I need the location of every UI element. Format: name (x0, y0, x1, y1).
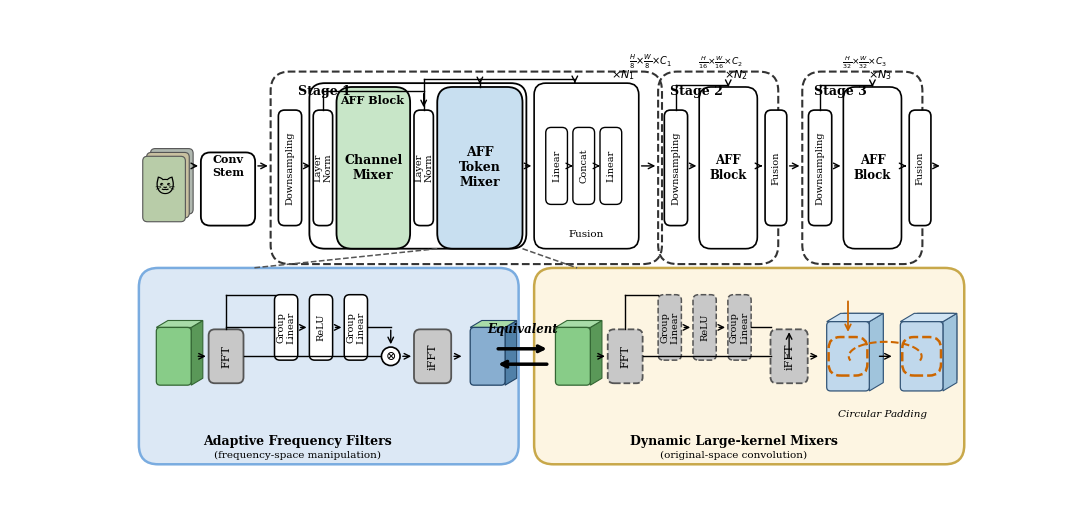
Text: Layer
Norm: Layer Norm (414, 154, 433, 182)
Text: $\frac{H}{16}{\times}\frac{W}{16}{\times}C_2$: $\frac{H}{16}{\times}\frac{W}{16}{\times… (698, 54, 743, 70)
Text: Equivalent: Equivalent (487, 323, 557, 336)
Text: iFFT: iFFT (784, 343, 794, 370)
FancyBboxPatch shape (915, 313, 957, 382)
Text: Group
Linear: Group Linear (347, 311, 365, 343)
Polygon shape (943, 313, 957, 391)
Text: $\frac{H}{32}{\times}\frac{W}{32}{\times}C_3$: $\frac{H}{32}{\times}\frac{W}{32}{\times… (841, 54, 887, 70)
Text: iFFT: iFFT (428, 343, 437, 370)
Polygon shape (157, 320, 203, 327)
Text: $\times N_2$: $\times N_2$ (724, 68, 748, 83)
Text: Stage 3: Stage 3 (814, 85, 866, 98)
Text: 🐱: 🐱 (154, 178, 175, 197)
FancyBboxPatch shape (843, 87, 902, 249)
Text: Downsampling: Downsampling (285, 131, 295, 205)
Text: Downsampling: Downsampling (672, 131, 680, 205)
FancyBboxPatch shape (809, 110, 832, 226)
Text: (original-space convolution): (original-space convolution) (660, 450, 807, 460)
Text: ReLU: ReLU (316, 313, 325, 341)
Text: FFT: FFT (221, 345, 231, 368)
Text: Downsampling: Downsampling (815, 131, 825, 205)
FancyBboxPatch shape (840, 313, 883, 382)
Polygon shape (470, 320, 516, 327)
FancyBboxPatch shape (143, 156, 186, 222)
Text: $\times N_3$: $\times N_3$ (868, 68, 892, 83)
FancyBboxPatch shape (770, 329, 808, 383)
Text: (frequency-space manipulation): (frequency-space manipulation) (214, 450, 381, 460)
FancyBboxPatch shape (139, 268, 518, 464)
Text: Linear: Linear (552, 150, 562, 182)
FancyBboxPatch shape (208, 329, 243, 383)
Circle shape (381, 347, 400, 366)
Polygon shape (826, 313, 883, 321)
Polygon shape (901, 313, 957, 321)
FancyBboxPatch shape (313, 110, 333, 226)
Text: Group
Linear: Group Linear (276, 311, 296, 343)
FancyBboxPatch shape (414, 329, 451, 383)
Polygon shape (555, 320, 602, 327)
FancyBboxPatch shape (826, 321, 869, 391)
FancyBboxPatch shape (555, 327, 591, 385)
FancyBboxPatch shape (693, 295, 716, 360)
Text: Layer
Norm: Layer Norm (313, 154, 333, 182)
Text: Group
Linear: Group Linear (660, 311, 679, 343)
Text: Fusion: Fusion (569, 230, 604, 239)
FancyBboxPatch shape (608, 329, 643, 383)
Polygon shape (191, 320, 203, 385)
Text: $\times N_1$: $\times N_1$ (611, 68, 635, 83)
Text: ReLU: ReLU (700, 313, 710, 341)
Text: ⊗: ⊗ (386, 350, 396, 363)
FancyBboxPatch shape (535, 83, 638, 249)
Text: Circular Padding: Circular Padding (838, 410, 928, 419)
Text: AFF Block: AFF Block (340, 95, 404, 106)
FancyBboxPatch shape (337, 87, 410, 249)
FancyBboxPatch shape (414, 110, 433, 226)
Text: Channel
Mixer: Channel Mixer (345, 154, 403, 182)
Text: AFF
Block: AFF Block (853, 154, 891, 182)
FancyBboxPatch shape (201, 153, 255, 226)
FancyBboxPatch shape (437, 87, 523, 249)
Polygon shape (869, 313, 883, 391)
FancyBboxPatch shape (600, 127, 622, 205)
Text: FFT: FFT (620, 345, 631, 368)
FancyBboxPatch shape (157, 327, 191, 385)
FancyBboxPatch shape (699, 87, 757, 249)
Polygon shape (505, 320, 516, 385)
Text: Conv
Stem: Conv Stem (212, 154, 244, 178)
Text: Group
Linear: Group Linear (730, 311, 750, 343)
Text: Linear: Linear (606, 150, 616, 182)
Text: Fusion: Fusion (771, 151, 781, 185)
Text: Concat: Concat (579, 149, 589, 183)
Text: Stage 2: Stage 2 (670, 85, 723, 98)
FancyBboxPatch shape (309, 83, 526, 249)
Text: Dynamic Large-kernel Mixers: Dynamic Large-kernel Mixers (630, 434, 838, 448)
FancyBboxPatch shape (309, 295, 333, 360)
Text: Adaptive Frequency Filters: Adaptive Frequency Filters (203, 434, 392, 448)
Text: Stage 1: Stage 1 (298, 85, 351, 98)
FancyBboxPatch shape (279, 110, 301, 226)
FancyBboxPatch shape (728, 295, 751, 360)
Text: $\frac{H}{8}{\times}\frac{W}{8}{\times}C_1$: $\frac{H}{8}{\times}\frac{W}{8}{\times}C… (629, 53, 672, 72)
FancyBboxPatch shape (765, 110, 786, 226)
FancyBboxPatch shape (535, 268, 964, 464)
FancyBboxPatch shape (909, 110, 931, 226)
FancyBboxPatch shape (572, 127, 595, 205)
Text: Fusion: Fusion (916, 151, 924, 185)
FancyBboxPatch shape (150, 148, 193, 214)
FancyBboxPatch shape (345, 295, 367, 360)
Text: AFF
Token
Mixer: AFF Token Mixer (459, 146, 501, 189)
FancyBboxPatch shape (147, 153, 189, 218)
Text: AFF
Block: AFF Block (710, 154, 747, 182)
FancyBboxPatch shape (658, 295, 681, 360)
Polygon shape (591, 320, 602, 385)
FancyBboxPatch shape (545, 127, 567, 205)
FancyBboxPatch shape (470, 327, 505, 385)
FancyBboxPatch shape (901, 321, 943, 391)
FancyBboxPatch shape (664, 110, 688, 226)
FancyBboxPatch shape (274, 295, 298, 360)
